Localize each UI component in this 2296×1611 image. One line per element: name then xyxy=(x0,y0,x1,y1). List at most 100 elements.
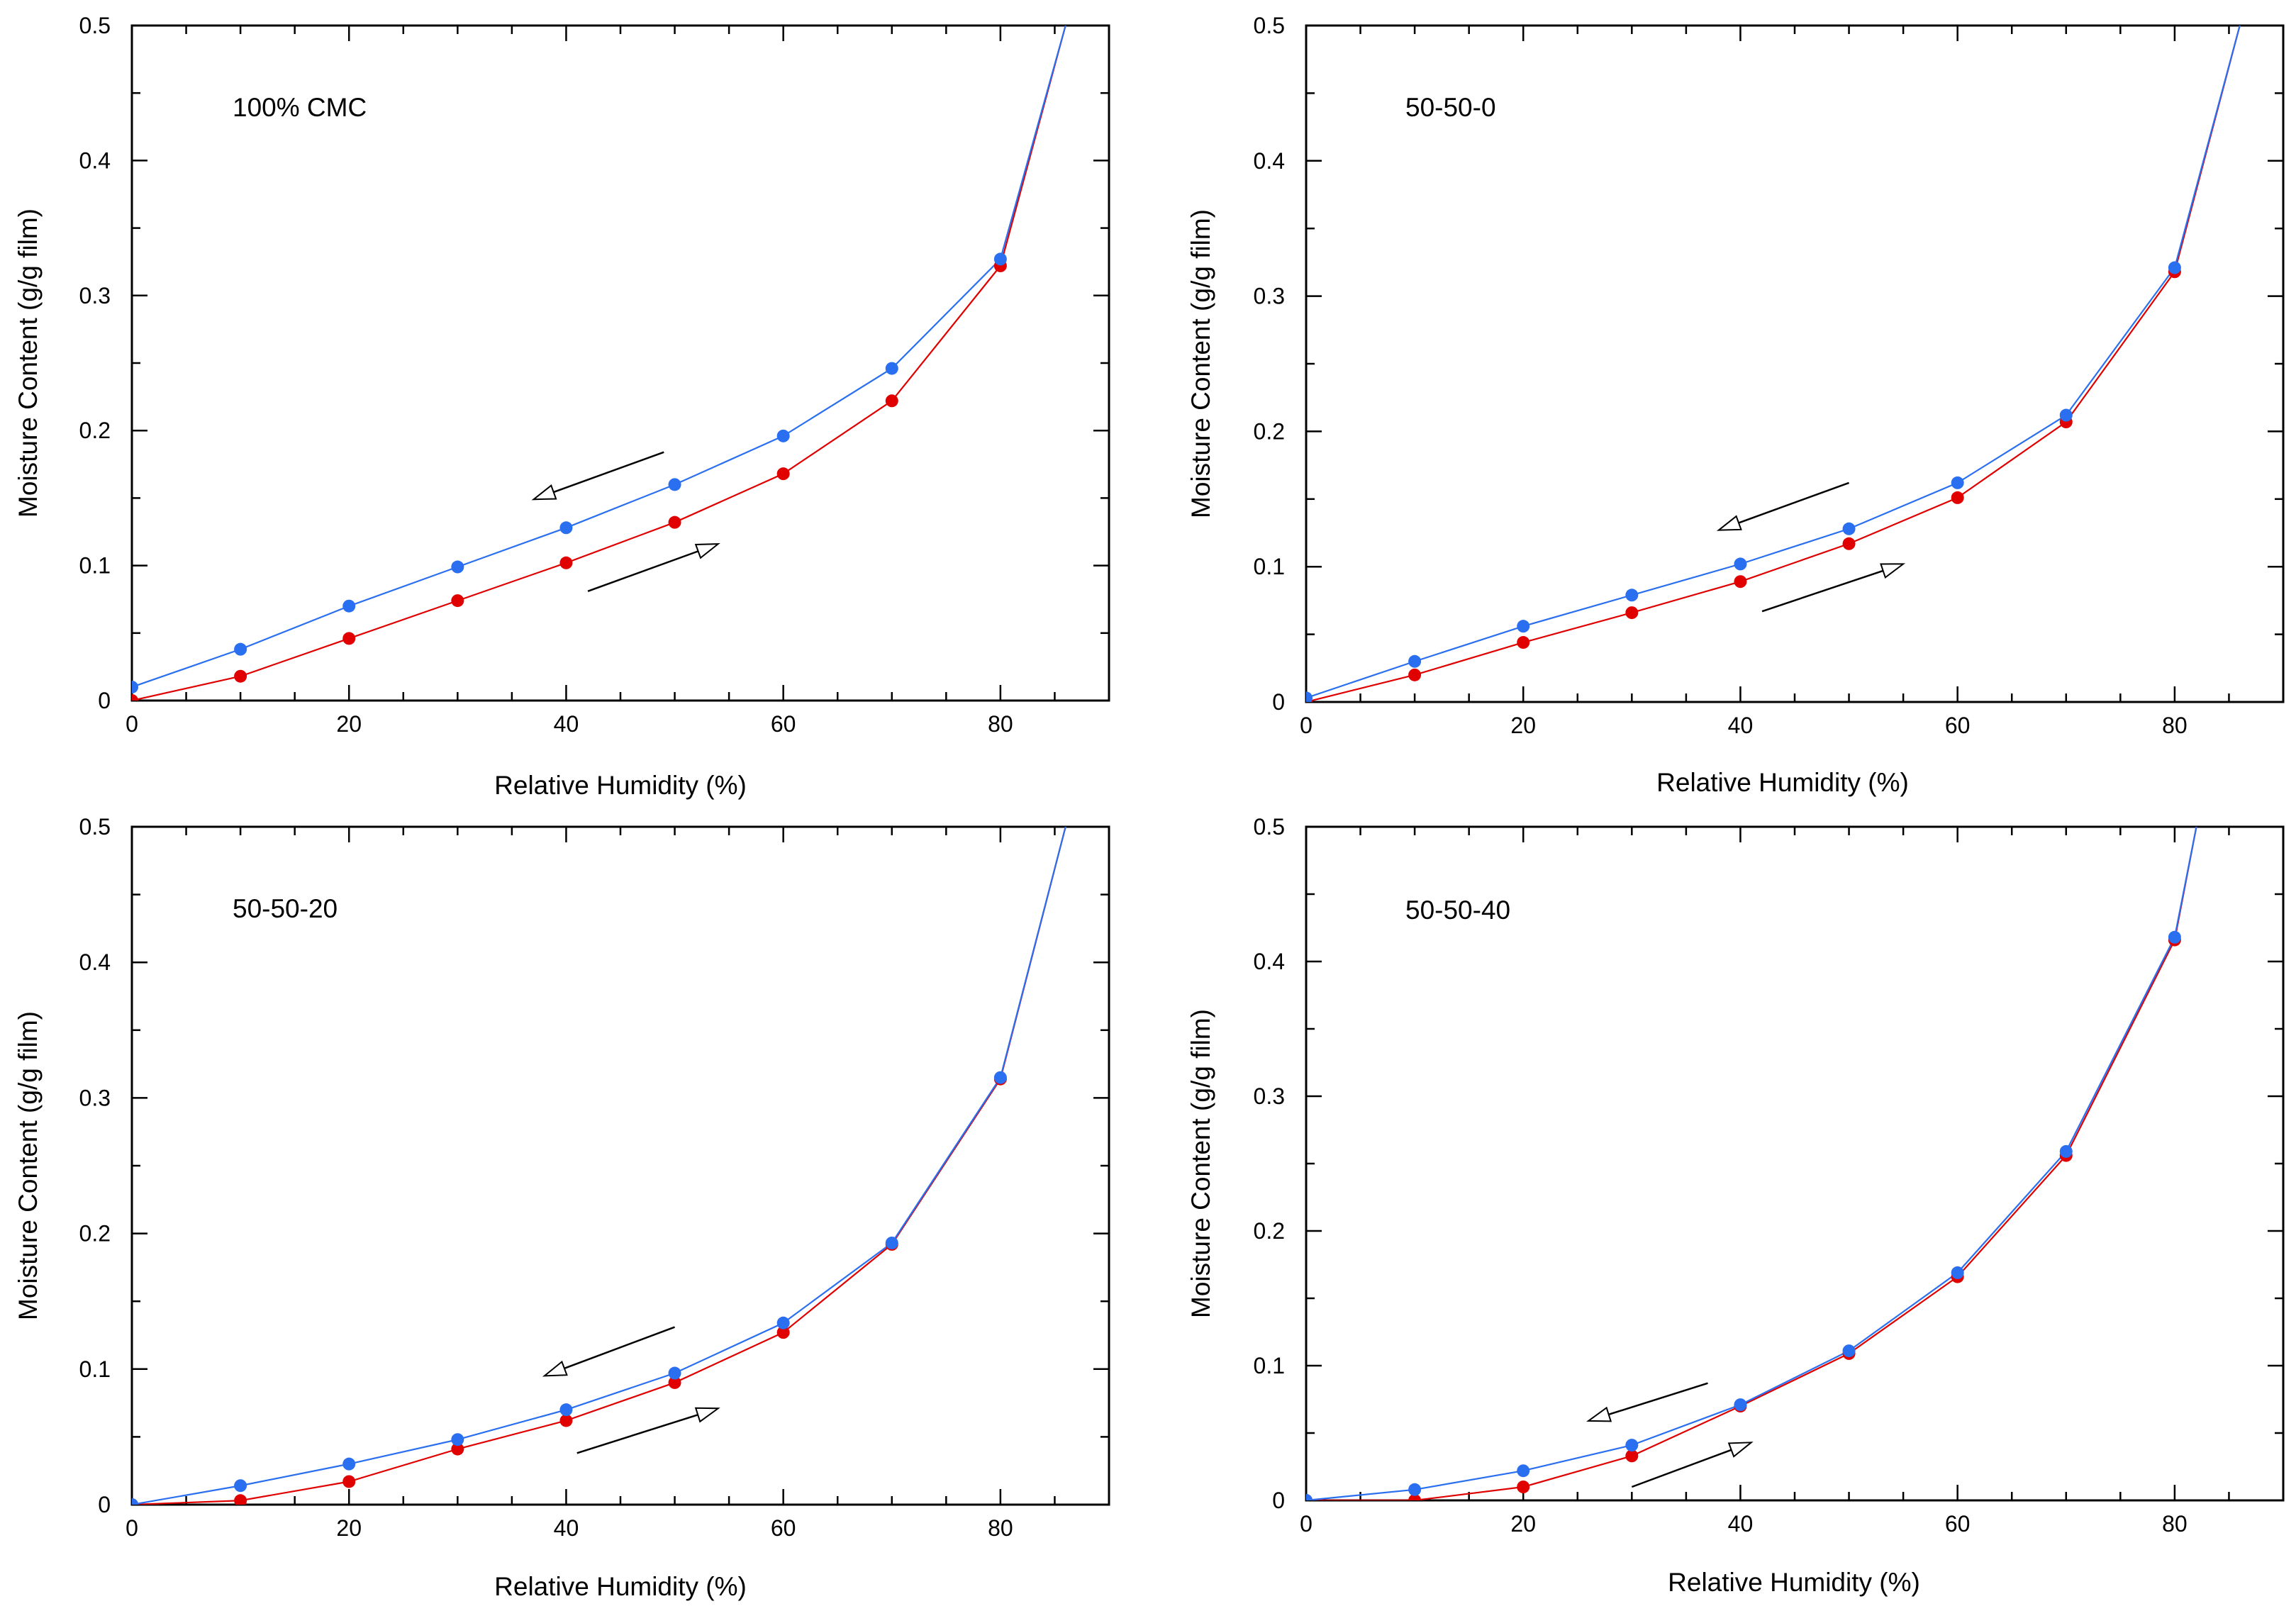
y-tick-label: 0.4 xyxy=(1254,949,1285,974)
adsorption-point xyxy=(342,1475,356,1488)
desorption-point xyxy=(234,642,247,656)
plot-frame xyxy=(130,24,1110,702)
x-tick-label: 80 xyxy=(988,1515,1013,1541)
desorption-point xyxy=(1842,1344,1856,1358)
arrow-head xyxy=(531,484,557,501)
adsorption-point xyxy=(451,594,464,608)
desorption-line xyxy=(1306,26,2241,699)
arrow-head xyxy=(1586,1406,1612,1422)
desorption-point xyxy=(342,1457,356,1471)
desorption-point xyxy=(2059,408,2073,422)
desorption-point xyxy=(776,429,790,442)
desorption-point xyxy=(132,680,138,693)
y-tick-label: 0.3 xyxy=(1254,1083,1285,1109)
desorption-point xyxy=(993,252,1007,266)
desorption-point xyxy=(1306,1494,1313,1500)
x-axis-title: Relative Humidity (%) xyxy=(494,1572,747,1601)
arrow-shaft xyxy=(564,1326,675,1370)
desorption-point xyxy=(559,1403,573,1417)
y-tick-label: 0.5 xyxy=(1254,814,1285,840)
adsorption-point xyxy=(1951,491,1964,504)
x-tick-label: 20 xyxy=(1510,1511,1536,1537)
panel-title: 50-50-20 xyxy=(233,894,338,923)
desorption-point xyxy=(2168,261,2181,274)
arrow-shaft xyxy=(553,451,664,494)
y-tick-label: 0.2 xyxy=(79,1221,111,1247)
plot-frame xyxy=(1305,825,2285,1502)
adsorption-point xyxy=(342,632,356,645)
adsorption-point xyxy=(668,515,681,529)
x-tick-label: 20 xyxy=(336,711,362,737)
panel-title: 50-50-0 xyxy=(1405,93,1496,122)
desorption-point xyxy=(1625,589,1639,602)
desorption-point xyxy=(2168,930,2181,944)
chart-panel-50-50-0: 0 20 40 60 80 0 0.1 0.2 0.3 0.4 0.5 50-50-0 Relati… xyxy=(1186,13,2285,797)
desorption-point xyxy=(776,1316,790,1330)
y-tick-label: 0.5 xyxy=(1254,13,1285,38)
adsorption-point xyxy=(132,694,138,701)
arrow-shaft xyxy=(1761,569,1884,613)
desorption-point xyxy=(451,1433,464,1446)
desorption-point xyxy=(1734,557,1747,571)
x-axis-title: Relative Humidity (%) xyxy=(494,771,747,800)
x-tick-label: 60 xyxy=(1945,1511,1971,1537)
desorption-point xyxy=(885,362,898,375)
desorption-point xyxy=(342,599,356,613)
y-tick-label: 0 xyxy=(1272,1488,1285,1513)
y-tick-label: 0.3 xyxy=(1254,284,1285,309)
y-axis-title: Moisture Content (g/g film) xyxy=(13,208,43,518)
desorption-point xyxy=(1408,1483,1422,1496)
y-tick-label: 0 xyxy=(1272,689,1285,715)
adsorption-point xyxy=(1625,606,1639,620)
y-tick-label: 0.4 xyxy=(79,147,111,173)
adsorption-point xyxy=(559,1414,573,1427)
adsorption-point xyxy=(776,1326,790,1339)
arrow-head xyxy=(1716,515,1742,531)
plot-frame xyxy=(130,825,1110,1506)
arrow-shaft xyxy=(1738,481,1849,524)
x-tick-label: 20 xyxy=(336,1515,362,1541)
chart-panel-50-50-40: 0 20 40 60 80 0 0.1 0.2 0.3 0.4 0.5 50-50-40 Relat… xyxy=(1186,814,2285,1597)
desorption-arrow xyxy=(1716,481,1849,531)
desorption-point xyxy=(1842,522,1856,535)
adsorption-point xyxy=(1842,537,1856,550)
desorption-line xyxy=(132,827,1066,1505)
adsorption-point xyxy=(234,669,247,683)
adsorption-point xyxy=(1625,1449,1639,1463)
adsorption-point xyxy=(559,556,573,569)
x-tick-label: 60 xyxy=(771,1515,796,1541)
adsorption-arrow xyxy=(587,543,720,592)
arrow-shaft xyxy=(587,550,699,592)
x-tick-label: 0 xyxy=(126,711,138,737)
desorption-point xyxy=(1734,1398,1747,1412)
adsorption-point xyxy=(1408,668,1422,681)
arrow-shaft xyxy=(1631,1449,1732,1488)
desorption-arrow xyxy=(531,451,664,501)
x-axis-title: Relative Humidity (%) xyxy=(1668,1568,1920,1597)
adsorption-line xyxy=(1306,827,2197,1500)
x-tick-label: 0 xyxy=(126,1515,138,1541)
adsorption-line xyxy=(1306,26,2241,702)
desorption-point xyxy=(885,1236,898,1249)
x-tick-label: 80 xyxy=(2162,1511,2188,1537)
x-tick-label: 40 xyxy=(554,1515,579,1541)
chart-panel-50-50-20: 0 20 40 60 80 0 0.1 0.2 0.3 0.4 0.5 50-50-20 Relat… xyxy=(13,814,1110,1601)
x-tick-label: 80 xyxy=(2162,713,2188,738)
adsorption-point xyxy=(451,1442,464,1456)
adsorption-point xyxy=(885,394,898,408)
desorption-point xyxy=(1625,1439,1639,1452)
desorption-point xyxy=(1951,476,1964,489)
y-tick-label: 0 xyxy=(98,1492,111,1517)
desorption-point xyxy=(234,1479,247,1493)
y-tick-label: 0.5 xyxy=(79,814,111,840)
y-tick-label: 0.2 xyxy=(1254,418,1285,444)
panel-title: 100% CMC xyxy=(233,93,367,122)
y-tick-label: 0.4 xyxy=(79,949,111,975)
y-tick-label: 0.1 xyxy=(1254,554,1285,579)
desorption-point xyxy=(668,1366,681,1380)
adsorption-point xyxy=(1408,1494,1422,1500)
arrow-shaft xyxy=(576,1414,698,1454)
x-tick-label: 80 xyxy=(988,711,1013,737)
y-tick-label: 0.5 xyxy=(79,13,111,38)
desorption-point xyxy=(559,521,573,535)
